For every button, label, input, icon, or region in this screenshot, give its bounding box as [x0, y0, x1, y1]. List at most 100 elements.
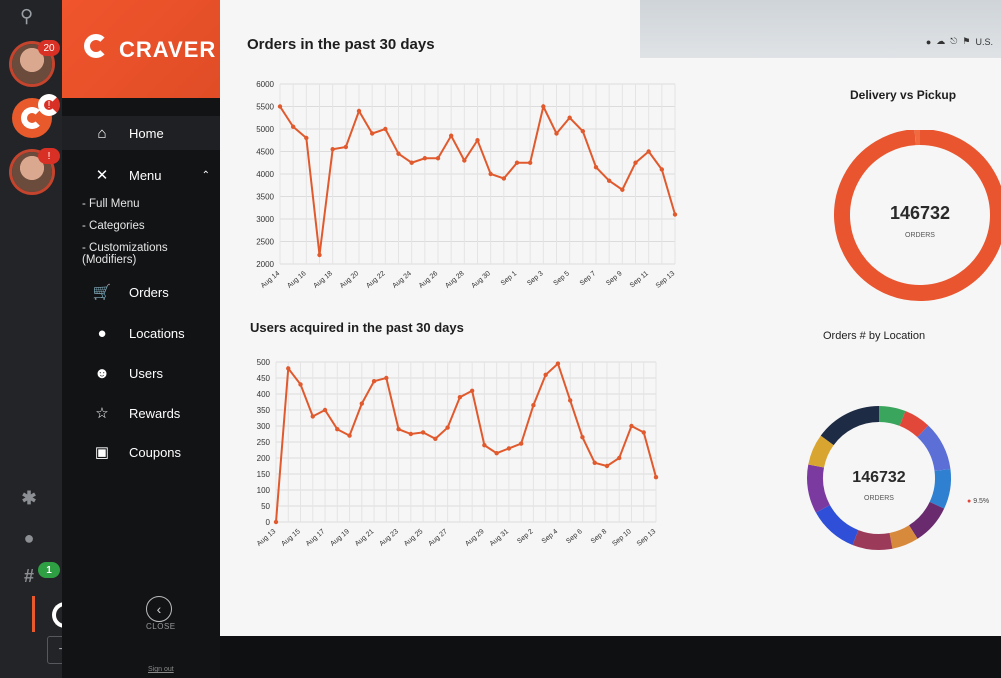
- nav-users-label: Users: [129, 365, 163, 381]
- submenu-categories[interactable]: - Categories: [82, 220, 145, 232]
- nav-orders[interactable]: 🛒 Orders: [62, 280, 220, 304]
- data-point: [641, 430, 646, 435]
- x-tick-label: Sep 6: [565, 528, 584, 545]
- x-tick-label: Sep 13: [636, 528, 658, 548]
- data-point: [580, 129, 586, 134]
- chevron-left-icon: ‹: [156, 601, 162, 617]
- x-tick-label: Aug 25: [403, 528, 425, 548]
- x-tick-label: Aug 19: [329, 528, 351, 548]
- sidebar: ⌂ Home ✕ Menu ⌃ - Full Menu - Categories…: [62, 98, 220, 678]
- nav-rewards-label: Rewards: [129, 405, 181, 421]
- x-tick-label: Aug 14: [260, 270, 282, 290]
- x-tick-label: Aug 29: [464, 528, 486, 548]
- nav-coupons[interactable]: ▣ Coupons: [62, 440, 220, 464]
- brand-header[interactable]: CRAVER: [62, 0, 220, 98]
- submenu-customizations[interactable]: - Customizations (Modifiers): [82, 242, 168, 266]
- nav-menu[interactable]: ✕ Menu ⌃: [62, 158, 220, 192]
- nav-home[interactable]: ⌂ Home: [62, 116, 220, 150]
- x-tick-label: Aug 18: [312, 270, 334, 290]
- data-point: [659, 167, 665, 172]
- x-tick-label: Aug 22: [365, 270, 387, 290]
- y-tick-label: 5500: [256, 103, 274, 112]
- y-tick-label: 50: [261, 502, 270, 511]
- nav-coupons-label: Coupons: [129, 444, 182, 460]
- x-tick-label: Aug 20: [339, 270, 361, 290]
- donut-slice: [820, 406, 880, 446]
- pin-icon: ●: [97, 324, 107, 342]
- signout-link[interactable]: Sign out: [148, 666, 174, 673]
- nav-users[interactable]: ☻ Users: [62, 361, 220, 385]
- data-point: [554, 131, 559, 136]
- orders-line-chart: 2000 2500 3000 3500 4000 4500 5000 5500 6000 Aug …: [256, 80, 678, 290]
- cart-icon: 🛒: [92, 284, 112, 301]
- data-point: [371, 379, 377, 384]
- workspace-avatar-2[interactable]: !: [12, 148, 60, 192]
- data-point: [317, 252, 322, 258]
- compass-icon[interactable]: ●: [23, 528, 35, 548]
- workspace-avatar-1[interactable]: 20: [12, 40, 60, 84]
- nav-rewards[interactable]: ☆ Rewards: [62, 401, 220, 425]
- y-tick-label: 0: [266, 518, 271, 527]
- data-point: [420, 430, 426, 435]
- x-tick-label: Sep 2: [516, 528, 535, 545]
- y-tick-label: 150: [257, 470, 271, 479]
- x-tick-label: Sep 10: [611, 528, 633, 548]
- data-point: [369, 131, 375, 136]
- data-point: [672, 212, 678, 217]
- submenu-full-menu[interactable]: - Full Menu: [82, 198, 140, 210]
- data-point: [518, 441, 524, 446]
- y-tick-label: 300: [257, 422, 271, 431]
- y-tick-label: 400: [257, 390, 271, 399]
- data-point: [286, 366, 291, 371]
- y-tick-label: 4000: [256, 170, 274, 179]
- menubar-area: ● ☁ ⎋ ⚑ U.S.: [640, 0, 1001, 58]
- data-point: [543, 372, 548, 377]
- data-point: [541, 104, 546, 109]
- x-tick-label: Aug 28: [444, 270, 466, 290]
- x-tick-label: Aug 21: [354, 528, 376, 548]
- data-point: [629, 423, 634, 429]
- close-label: CLOSE: [146, 622, 176, 631]
- status-icons: ● ☁ ⎋ ⚑ U.S.: [926, 36, 993, 47]
- nav-locations[interactable]: ● Locations: [62, 321, 220, 345]
- x-tick-label: Aug 26: [418, 270, 440, 290]
- slack-icon[interactable]: # 1: [14, 562, 60, 587]
- data-point: [422, 156, 428, 161]
- data-point: [482, 443, 487, 448]
- data-point: [277, 104, 283, 109]
- data-point: [567, 115, 572, 120]
- data-point: [620, 187, 625, 192]
- data-point: [409, 160, 414, 165]
- y-tick-label: 3000: [256, 215, 274, 224]
- data-point: [580, 435, 585, 440]
- workspace-badge: 20: [38, 40, 60, 56]
- y-tick-label: 500: [257, 358, 271, 367]
- y-tick-label: 200: [257, 454, 271, 463]
- data-point: [359, 401, 365, 406]
- x-tick-label: Aug 16: [286, 270, 308, 290]
- data-point: [448, 133, 454, 138]
- donut-slice: [807, 464, 831, 513]
- x-tick-label: Sep 11: [629, 270, 650, 289]
- data-point: [501, 176, 507, 181]
- donut-slice: [899, 411, 929, 438]
- data-point: [604, 463, 610, 469]
- donut-slice: [908, 501, 945, 539]
- donut-center-label: ORDERS: [905, 232, 935, 239]
- donut-center-value: 146732: [890, 203, 950, 223]
- series-line: [275, 361, 657, 523]
- workspace-craver-logo[interactable]: !: [12, 94, 60, 138]
- orders-by-location-donut: 146732 ORDERS: [807, 406, 951, 550]
- data-point: [633, 160, 638, 165]
- close-sidebar-button[interactable]: ‹: [146, 596, 172, 622]
- data-point: [593, 165, 599, 170]
- y-tick-label: 350: [257, 406, 271, 415]
- delivery-pickup-donut: 146732 ORDERS: [834, 130, 1001, 301]
- data-point: [335, 427, 340, 432]
- data-point: [646, 149, 651, 154]
- nav-orders-label: Orders: [129, 284, 169, 300]
- hubspot-icon[interactable]: ✱: [21, 488, 37, 508]
- donut-slice: [917, 425, 951, 472]
- search-icon[interactable]: ⚲: [20, 6, 34, 26]
- workspace-rail: ⚲ 20 ! ! ✱ ● # 1: [0, 0, 62, 678]
